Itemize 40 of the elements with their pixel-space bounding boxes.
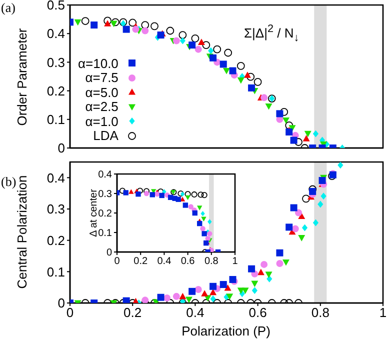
x-tick-label: 0.4 (157, 256, 172, 268)
x-tick-label: 1 (379, 305, 387, 320)
y-tick-label: 0.4 (46, 170, 65, 186)
y-tick-label: 0.3 (46, 54, 65, 70)
x-tick-label: 0.2 (124, 305, 142, 320)
legend-label: α=2.5 (85, 99, 118, 114)
x-tick-label: 0.2 (134, 256, 148, 268)
y-tick-label: 0.2 (46, 232, 65, 248)
x-tick-label: 0 (114, 256, 120, 268)
y-tick-label: 0.5 (46, 0, 65, 13)
y-tick-label: 0.3 (46, 202, 65, 217)
x-tick-label: 1 (232, 256, 238, 268)
legend-label: α=1.0 (85, 114, 118, 129)
x-axis-title: Polarization (P) (182, 324, 270, 338)
y-tick-label: 0.2 (98, 208, 112, 220)
y-tick-label: 0 (106, 248, 112, 259)
x-tick-label: 0.6 (248, 305, 267, 320)
y-tick-label: 0.1 (46, 264, 65, 280)
chart-title: (a) (1, 0, 16, 16)
legend-label: α=7.5 (85, 70, 118, 86)
x-tick-label: 0.8 (204, 256, 219, 268)
y-tick-label: 0.3 (98, 189, 112, 200)
legend-label: LDA (93, 128, 118, 144)
x-tick-label: 0.8 (311, 305, 330, 320)
y-tick-label: 0.4 (98, 170, 112, 181)
y-axis-title: Order Parameter (14, 28, 30, 126)
y-tick-label: 0 (58, 140, 65, 156)
annotation: Σ|Δ|$^{2}$ / N$_{↓}$ (244, 23, 300, 44)
x-tick-label: 0.4 (186, 305, 204, 320)
text: (b) (1, 174, 16, 190)
y-tick-label: 0 (58, 296, 65, 311)
y-tick-label: 0.1 (46, 112, 65, 128)
y-tick-label: 0.2 (46, 83, 65, 98)
legend-label: α=5.0 (85, 84, 118, 100)
y-axis-title: Δ at center (88, 189, 100, 237)
y-tick-label: 0.1 (98, 228, 112, 240)
y-axis-title: Central Polarization (14, 175, 30, 289)
legend-label: α=10.0 (78, 56, 118, 71)
x-tick-label: 0.6 (180, 256, 196, 268)
y-tick-label: 0.4 (46, 26, 65, 42)
